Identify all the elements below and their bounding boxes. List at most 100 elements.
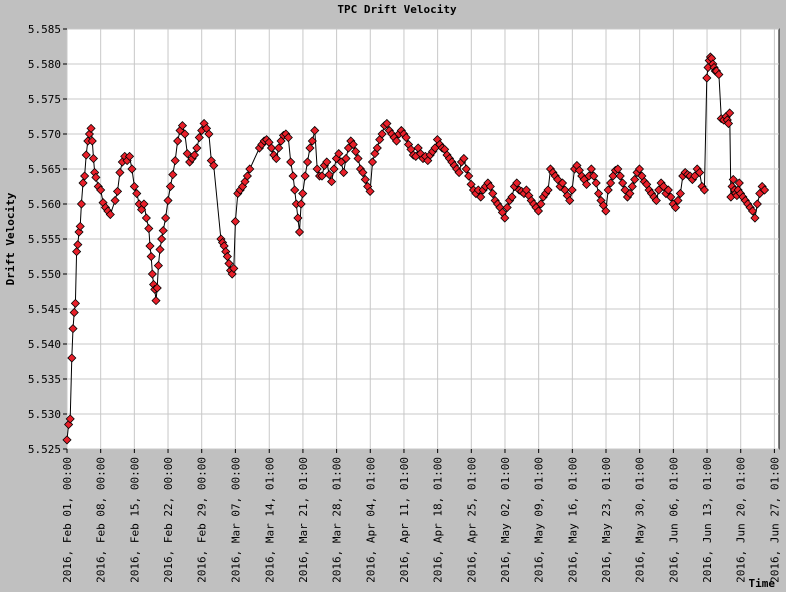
data-point [222, 251, 232, 262]
y-tick-label: 5.585 [28, 23, 61, 36]
data-point [127, 164, 137, 174]
x-tick-label: 2016, Mar 28, 01:00 [331, 457, 344, 583]
data-point [145, 241, 155, 251]
data-point [760, 185, 770, 195]
data-point [290, 185, 300, 195]
data-point [105, 209, 115, 220]
data-point [488, 188, 498, 199]
data-point [382, 118, 392, 129]
data-point [271, 153, 281, 164]
x-tick-label: 2016, Apr 18, 01:00 [432, 457, 445, 583]
data-point [461, 164, 471, 174]
data-point [702, 73, 712, 83]
data-point [329, 164, 339, 174]
data-point [699, 185, 709, 195]
data-point [372, 143, 382, 153]
data-point [615, 171, 625, 181]
data-point [78, 178, 88, 188]
data-point [485, 181, 495, 192]
data-point [312, 164, 322, 174]
data-point [300, 171, 310, 181]
data-point [322, 157, 332, 167]
data-point [358, 167, 368, 178]
data-point [725, 108, 735, 118]
data-point [360, 174, 370, 185]
data-point [351, 146, 361, 157]
y-tick-label: 5.540 [28, 338, 61, 351]
data-point [339, 167, 349, 178]
y-tick-label: 5.530 [28, 408, 61, 421]
data-point [536, 199, 546, 209]
y-tick-label: 5.555 [28, 233, 61, 246]
data-point [365, 186, 375, 196]
data-point [115, 167, 125, 178]
data-point [173, 136, 183, 146]
data-point [88, 153, 99, 164]
data-point [627, 181, 637, 192]
data-point [91, 172, 101, 182]
data-point [230, 216, 240, 227]
data-point [302, 157, 313, 167]
data-point [245, 164, 255, 174]
data-point [695, 167, 705, 178]
x-tick-label: 2016, Feb 22, 00:00 [162, 457, 175, 583]
y-tick-label: 5.525 [28, 443, 61, 456]
data-point [666, 192, 676, 202]
data-point [728, 174, 738, 185]
grid-lines [66, 28, 779, 450]
data-point [153, 261, 163, 271]
x-axis-label: Time [749, 577, 776, 590]
data-point [209, 160, 219, 171]
data-point [151, 296, 161, 306]
data-point [476, 192, 486, 202]
data-point [86, 123, 96, 133]
x-tick-label: 2016, May 02, 01:00 [499, 457, 512, 583]
y-tick-label: 5.570 [28, 128, 61, 141]
data-point [634, 164, 645, 174]
data-point [124, 151, 135, 161]
data-point [204, 129, 214, 139]
data-point [401, 132, 411, 143]
data-point [557, 178, 568, 188]
x-tick-label: 2016, Feb 15, 00:00 [128, 457, 141, 583]
x-tick-label: 2016, Feb 01, 00:00 [61, 457, 74, 583]
data-point [512, 178, 522, 188]
x-tick-label: 2016, May 30, 01:00 [634, 457, 647, 583]
data-point [112, 186, 123, 196]
y-tick-label: 5.560 [28, 198, 61, 211]
data-point [305, 143, 315, 153]
data-point [147, 269, 157, 279]
data-point [70, 298, 80, 308]
data-point [110, 195, 120, 206]
data-point [723, 118, 734, 129]
data-point [155, 244, 165, 255]
y-axis-label: Drift Velocity [4, 192, 17, 285]
data-point [353, 153, 363, 164]
data-point [229, 263, 239, 273]
x-tick-label: 2016, Apr 25, 01:00 [465, 457, 478, 583]
data-point [242, 171, 252, 181]
x-tick-label: 2016, Jun 20, 01:00 [735, 457, 748, 583]
y-tick-label: 5.580 [28, 58, 61, 71]
data-point [67, 353, 77, 363]
x-tick-label: 2016, Apr 04, 01:00 [364, 457, 377, 583]
chart-title: TPC Drift Velocity [337, 3, 457, 16]
data-point [75, 221, 85, 231]
data-point [750, 213, 760, 223]
data-point [589, 171, 599, 181]
data-point [391, 136, 402, 146]
data-point [324, 170, 334, 180]
data-point [714, 69, 724, 80]
data-point [298, 188, 308, 199]
data-point [747, 206, 758, 216]
data-point [567, 185, 577, 195]
data-point [752, 199, 762, 209]
axes: 5.525 5.530 5.535 5.540 5.545 5.550 5.555 5.560… [28, 23, 782, 583]
data-point [464, 171, 474, 181]
data-point [139, 199, 149, 209]
data-point [296, 199, 306, 209]
y-tick-label: 5.575 [28, 93, 61, 106]
data-point [69, 307, 79, 318]
data-point [533, 206, 544, 216]
data-point [500, 213, 510, 223]
